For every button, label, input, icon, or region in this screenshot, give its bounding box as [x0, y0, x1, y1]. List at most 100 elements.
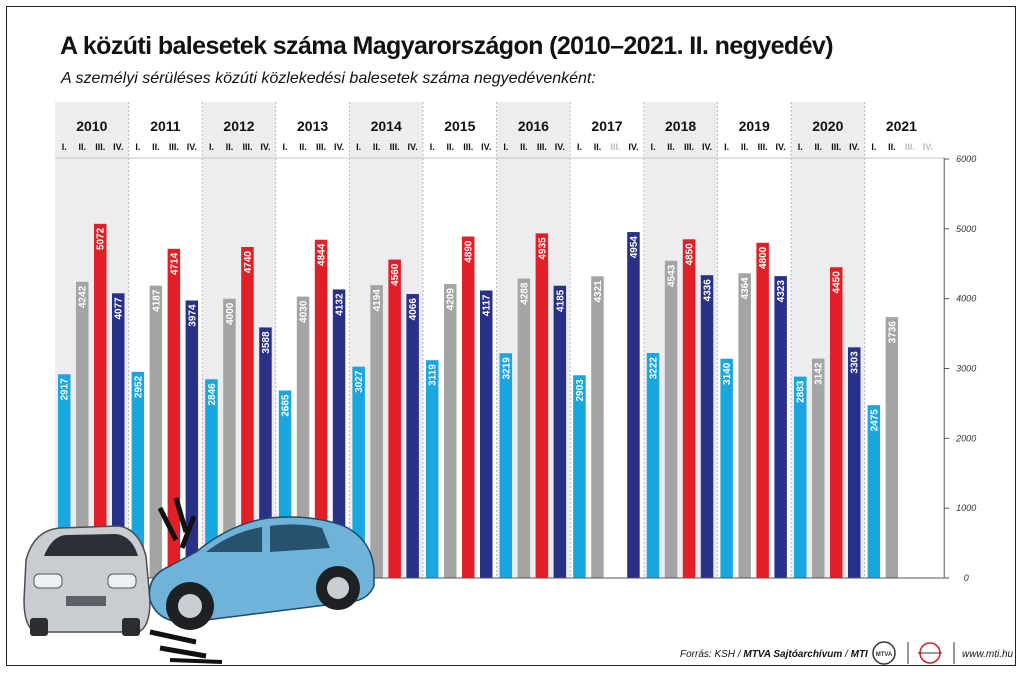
bar — [553, 285, 567, 578]
bar-value-label: 4117 — [482, 294, 493, 316]
bar-value-label: 4560 — [390, 263, 401, 286]
quarter-label: I. — [430, 142, 435, 152]
bar — [738, 273, 751, 578]
quarter-label: IV. — [702, 142, 712, 152]
bar — [205, 379, 218, 578]
bar-value-label: 5072 — [96, 227, 107, 250]
year-label: 2016 — [518, 118, 549, 134]
quarter-label: I. — [651, 142, 656, 152]
quarter-label: III. — [390, 142, 400, 152]
bar-value-label: 4336 — [703, 279, 714, 302]
bar-value-label: 4850 — [685, 243, 696, 266]
bar-value-label: 4800 — [758, 246, 769, 269]
quarter-label: I. — [356, 142, 361, 152]
quarter-label: III. — [316, 142, 326, 152]
bar-value-label: 4187 — [151, 289, 162, 312]
quarter-label: II. — [888, 142, 896, 152]
quarter-label: II. — [299, 142, 307, 152]
bar — [535, 233, 549, 578]
bar-value-label: 2917 — [60, 378, 71, 401]
bar — [627, 232, 640, 579]
quarter-label: III. — [758, 142, 768, 152]
y-tick-label: 2000 — [955, 433, 976, 443]
bar-value-label: 4242 — [78, 285, 89, 308]
bar-value-label: 3140 — [722, 362, 733, 385]
bar — [149, 285, 163, 578]
quarter-label: IV. — [628, 142, 638, 152]
quarter-label: I. — [798, 142, 803, 152]
mti-url[interactable]: www.mti.hu — [962, 649, 1014, 660]
year-label: 2011 — [150, 118, 181, 134]
bar-value-label: 4935 — [537, 237, 548, 260]
bar-value-label: 4364 — [740, 277, 751, 300]
mtva-logo: MTVA — [872, 641, 955, 665]
bar — [94, 223, 107, 578]
quarter-label: I. — [724, 142, 729, 152]
quarter-label: I. — [135, 142, 140, 152]
quarter-label: IV. — [187, 142, 197, 152]
bar-value-label: 2685 — [281, 394, 292, 417]
bar-value-label: 3303 — [850, 351, 861, 374]
bar — [259, 327, 272, 578]
quarter-label: I. — [62, 142, 67, 152]
bar — [591, 276, 604, 578]
quarter-label: IV. — [260, 142, 270, 152]
quarter-label: IV. — [113, 142, 123, 152]
bar — [646, 352, 660, 578]
chart-subtitle: A személyi sérüléses közúti közlekedési … — [61, 70, 596, 87]
bar — [406, 294, 419, 578]
year-label: 2010 — [76, 118, 107, 134]
quarter-label: II. — [667, 142, 675, 152]
quarter-label: III. — [242, 142, 252, 152]
bar — [241, 246, 254, 579]
y-tick-label: 5000 — [956, 224, 976, 234]
bar — [185, 300, 199, 578]
quarter-label: III. — [905, 142, 915, 152]
quarter-label: II. — [446, 142, 454, 152]
quarter-label: IV. — [923, 142, 933, 152]
quarter-label: IV. — [481, 142, 491, 152]
bar-value-label: 4185 — [555, 289, 566, 312]
quarter-label: IV. — [849, 142, 859, 152]
bar-value-label: 2883 — [796, 380, 807, 403]
source-mti: MTI — [850, 649, 868, 660]
year-label: 2021 — [886, 118, 917, 134]
quarter-label: IV. — [776, 142, 786, 152]
bar-value-label: 3119 — [428, 364, 439, 386]
source-prefix: Forrás: KSH / — [680, 649, 741, 660]
quarter-label: I. — [209, 142, 214, 152]
bar — [444, 284, 457, 578]
source-sep: / — [845, 649, 848, 660]
bar — [720, 358, 733, 578]
quarter-label: I. — [871, 142, 876, 152]
bar — [700, 275, 714, 578]
bar — [664, 260, 678, 578]
y-tick-label: 1000 — [956, 503, 976, 513]
quarter-label: III. — [831, 142, 841, 152]
bar — [314, 239, 328, 578]
bar — [774, 276, 787, 578]
bar — [462, 236, 475, 578]
y-tick-label: 0 — [964, 573, 969, 583]
bar — [131, 371, 145, 578]
quarter-label: II. — [373, 142, 381, 152]
bar-value-label: 4450 — [832, 271, 843, 294]
y-tick-label: 3000 — [956, 364, 976, 374]
bar-value-label: 2475 — [869, 409, 880, 432]
bar-value-label: 3588 — [261, 331, 272, 354]
bar-value-label: 2903 — [575, 379, 586, 402]
bar-value-label: 4714 — [169, 252, 180, 275]
blue-car-illustration — [148, 497, 375, 664]
quarter-label: I. — [283, 142, 288, 152]
bar-value-label: 4030 — [299, 300, 310, 323]
quarter-label: IV. — [408, 142, 418, 152]
quarter-label: II. — [152, 142, 160, 152]
quarter-label: III. — [684, 142, 694, 152]
bar-value-label: 3222 — [649, 357, 660, 380]
bar — [332, 289, 346, 578]
quarter-label: III. — [95, 142, 105, 152]
bar-value-label: 4000 — [225, 302, 236, 325]
year-label: 2019 — [739, 118, 770, 134]
quarter-label: III. — [463, 142, 473, 152]
bar — [388, 259, 401, 578]
